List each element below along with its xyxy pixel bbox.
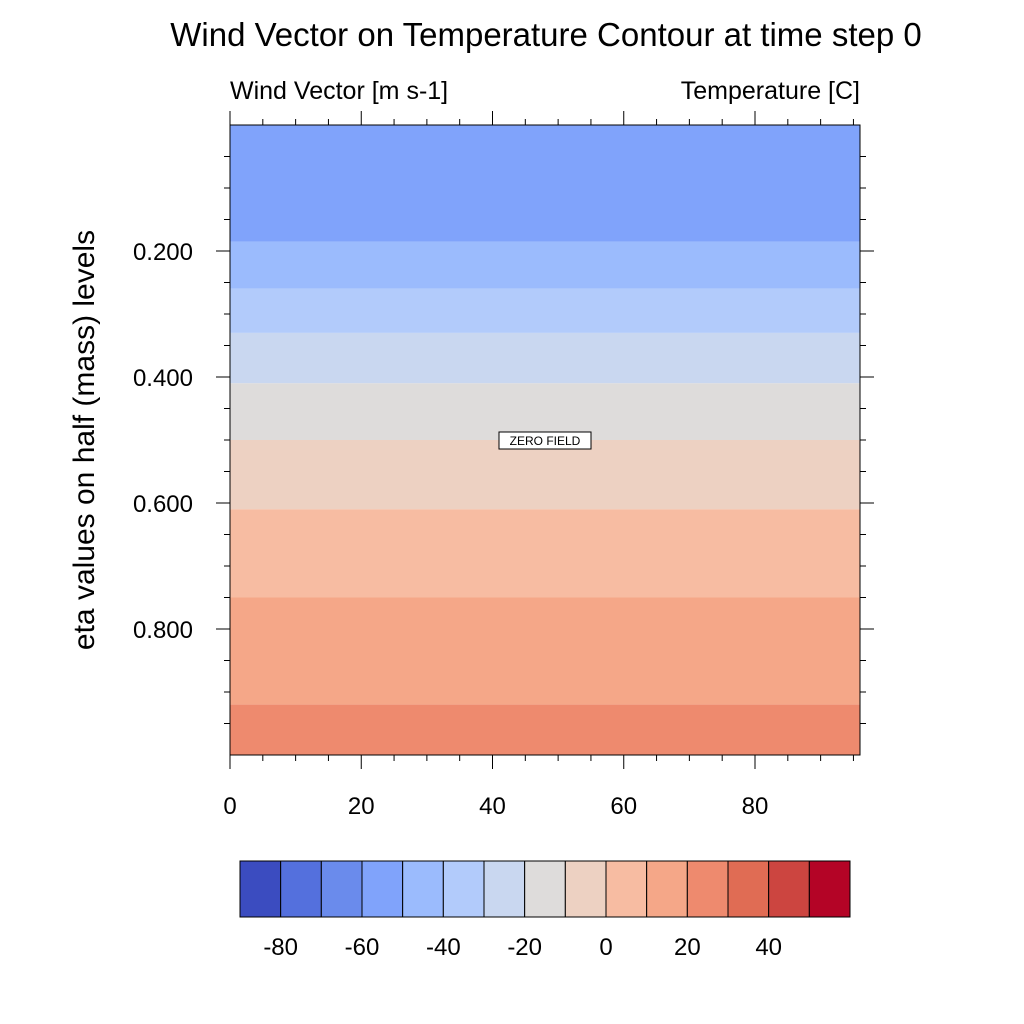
x-tick-label: 60 xyxy=(610,793,637,820)
y-tick-labels: 0.200 0.400 0.600 0.800 xyxy=(133,239,193,644)
colorbar-label: -80 xyxy=(263,934,298,961)
contour-band-5 xyxy=(230,440,860,510)
colorbar-label: 0 xyxy=(599,934,612,961)
contour-band-1 xyxy=(230,241,860,289)
x-tick-label: 0 xyxy=(223,793,236,820)
y-tick-label: 0.600 xyxy=(133,491,193,518)
colorbar-label: 40 xyxy=(755,934,782,961)
contour-band-3 xyxy=(230,332,860,384)
colorbar-box-11 xyxy=(686,860,729,918)
colorbar-box-7 xyxy=(524,860,566,918)
colorbar-label: -40 xyxy=(426,934,461,961)
annotation-text: ZERO FIELD xyxy=(510,434,581,448)
y-tick-label: 0.200 xyxy=(133,239,193,266)
colorbar-box-10 xyxy=(646,860,688,918)
zero-field-annotation: ZERO FIELD xyxy=(498,431,592,450)
colorbar-box-8 xyxy=(564,860,607,918)
colorbar-label: 20 xyxy=(674,934,701,961)
colorbar-box-2 xyxy=(320,860,363,918)
colorbar-label: -60 xyxy=(345,934,380,961)
colorbar-box-12 xyxy=(727,860,770,918)
contour-band-0 xyxy=(230,125,860,242)
annotation-box xyxy=(498,431,592,450)
colorbar-box-4 xyxy=(402,860,444,918)
colorbar-box-1 xyxy=(280,860,322,918)
chart-title: Wind Vector on Temperature Contour at ti… xyxy=(170,16,921,53)
contour-band-6 xyxy=(230,509,860,598)
colorbar-box-14 xyxy=(808,860,851,918)
contour-band-7 xyxy=(230,597,860,705)
y-tick-label: 0.400 xyxy=(133,365,193,392)
colorbar-box-0 xyxy=(239,860,282,918)
colorbar xyxy=(239,860,851,918)
left-subtitle: Wind Vector [m s-1] xyxy=(230,77,448,105)
right-subtitle: Temperature [C] xyxy=(681,77,860,105)
colorbar-labels: -80 -60 -40 -20 0 20 40 xyxy=(263,934,782,961)
x-tick-label: 20 xyxy=(348,793,375,820)
x-tick-label: 80 xyxy=(742,793,769,820)
plot-frame xyxy=(229,124,861,756)
contour-band-4 xyxy=(230,383,860,440)
y-axis-title: eta values on half (mass) levels xyxy=(68,230,101,650)
colorbar-box-5 xyxy=(442,860,485,918)
colorbar-label: -20 xyxy=(507,934,542,961)
contour-band-8 xyxy=(230,704,860,755)
contour-band-2 xyxy=(230,288,860,333)
colorbar-box-6 xyxy=(483,860,526,918)
y-tick-label: 0.800 xyxy=(133,617,193,644)
contour-bands xyxy=(230,125,860,755)
colorbar-box-13 xyxy=(768,860,810,918)
colorbar-box-9 xyxy=(605,860,648,918)
colorbar-box-3 xyxy=(361,860,404,918)
x-tick-label: 40 xyxy=(479,793,506,820)
x-tick-labels: 0 20 40 60 80 xyxy=(223,793,768,820)
axis-ticks xyxy=(216,111,874,769)
